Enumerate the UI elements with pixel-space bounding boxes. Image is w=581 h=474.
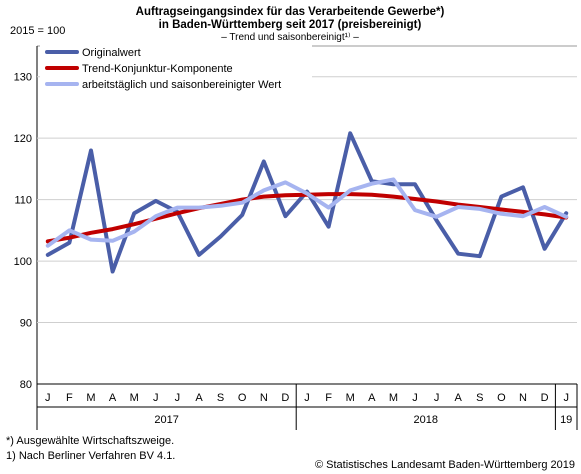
- chart-title-line1: Auftragseingangsindex für das Verarbeite…: [136, 6, 445, 18]
- x-tick-label-month: J: [45, 392, 51, 404]
- chart-subtitle: – Trend und saisonbereinigt¹⁾ –: [221, 32, 359, 43]
- x-tick-label-year: 2018: [414, 414, 438, 426]
- y-tick-label: 90: [20, 318, 32, 330]
- copyright: © Statistisches Landesamt Baden-Württemb…: [315, 459, 575, 471]
- x-tick-label-month: M: [389, 392, 398, 404]
- footnote-2: 1) Nach Berliner Verfahren BV 4.1.: [6, 450, 175, 462]
- x-tick-label-month: J: [304, 392, 310, 404]
- x-tick-label-month: S: [217, 392, 224, 404]
- x-tick-label-month: J: [434, 392, 440, 404]
- x-tick-label-year: 19: [560, 414, 572, 426]
- x-tick-label-month: D: [281, 392, 289, 404]
- legend-background: [40, 42, 312, 94]
- x-tick-label-month: J: [153, 392, 159, 404]
- series-line-seasonal: [45, 177, 569, 248]
- x-tick-label-month: M: [130, 392, 139, 404]
- x-tick-label-month: O: [238, 392, 247, 404]
- y-tick-label: 130: [14, 72, 32, 84]
- x-tick-label-month: F: [325, 392, 332, 404]
- legend-label-trend: Trend-Konjunktur-Komponente: [82, 63, 233, 75]
- x-tick-label-month: N: [519, 392, 527, 404]
- x-tick-label-month: N: [260, 392, 268, 404]
- x-tick-label-month: M: [346, 392, 355, 404]
- y-tick-label: 110: [14, 195, 32, 207]
- x-tick-label-month: A: [368, 392, 376, 404]
- x-tick-label-month: A: [455, 392, 463, 404]
- x-tick-label-month: A: [195, 392, 203, 404]
- y-axis-unit-label: 2015 = 100: [10, 25, 65, 37]
- x-tick-label-month: J: [412, 392, 418, 404]
- y-tick-label: 120: [14, 133, 32, 145]
- legend: Originalwert Trend-Konjunktur-Komponente…: [40, 42, 312, 94]
- legend-label-seasonal: arbeitstäglich und saisonbereinigter Wer…: [82, 79, 281, 91]
- x-tick-label-month: F: [66, 392, 73, 404]
- x-tick-label-month: D: [541, 392, 549, 404]
- x-tick-label-month: A: [109, 392, 117, 404]
- y-tick-label: 80: [20, 379, 32, 391]
- x-tick-label-month: O: [497, 392, 506, 404]
- x-tick-label-month: S: [476, 392, 483, 404]
- x-tick-label-month: J: [175, 392, 181, 404]
- x-tick-label-year: 2017: [154, 414, 178, 426]
- footnote-1: *) Ausgewählte Wirtschaftszweige.: [6, 435, 174, 447]
- x-tick-label-month: J: [563, 392, 569, 404]
- x-tick-label-month: M: [86, 392, 95, 404]
- series-line-original: [45, 131, 569, 274]
- legend-label-original: Originalwert: [82, 47, 141, 59]
- chart-title-line2: in Baden-Württemberg seit 2017 (preisber…: [159, 19, 422, 31]
- y-tick-label: 100: [14, 256, 32, 268]
